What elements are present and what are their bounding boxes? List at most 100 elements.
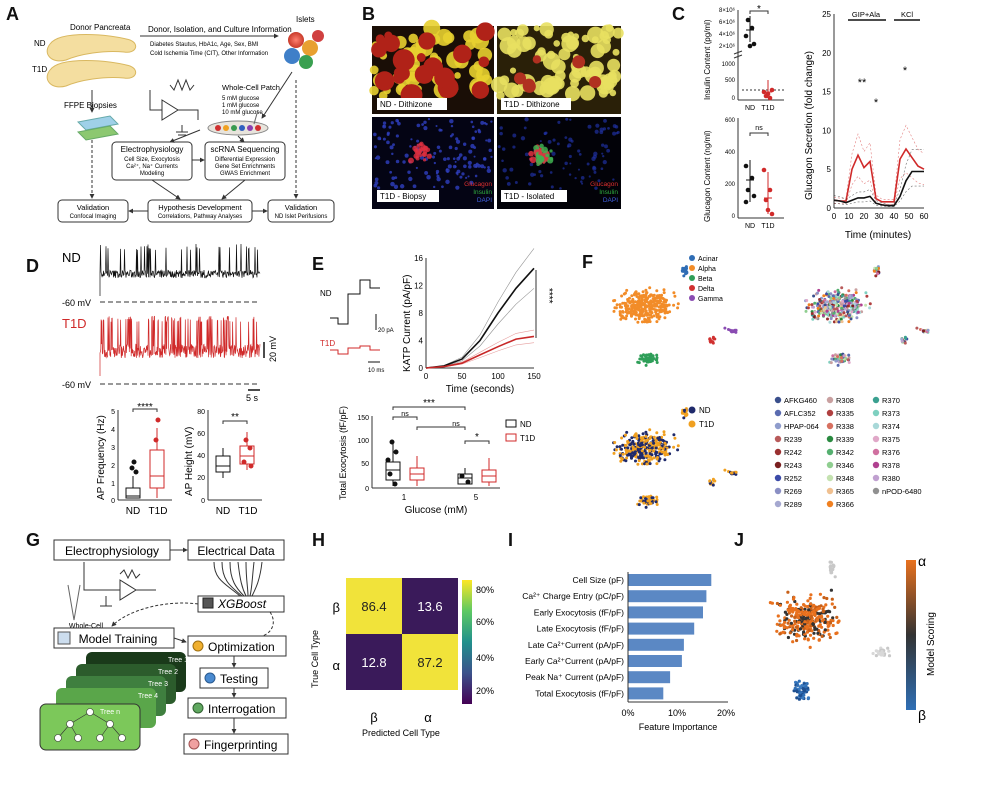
score-umap-point	[829, 571, 833, 575]
dapi-nucleus	[386, 133, 390, 136]
score-umap-point	[820, 634, 824, 639]
scrna-title: scRNA Sequencing	[211, 145, 280, 154]
dapi-nucleus	[547, 139, 552, 144]
umap-point	[829, 361, 833, 365]
e-t1d-label: T1D	[320, 339, 335, 348]
score-umap-point	[791, 610, 795, 614]
dapi-nucleus	[577, 168, 580, 171]
dithizone-islet	[453, 44, 472, 64]
ins-tick-1: 8×10⁶	[719, 7, 736, 14]
umap-point	[840, 320, 844, 324]
donor-info-line-2: Cold Ischemia Time (CIT), Other Informat…	[150, 51, 268, 57]
umap-point	[645, 462, 649, 466]
umap-point	[847, 361, 851, 364]
dapi-nucleus	[395, 134, 399, 138]
panel-i-feature-importance: Cell Size (pF) Ca²⁺ Charge Entry (pC/pF) E…	[522, 572, 735, 732]
dapi-nucleus	[550, 185, 554, 189]
umap-point	[734, 470, 738, 474]
score-umap-point	[803, 637, 807, 641]
umap-point	[644, 300, 648, 303]
panel-letter-a: A	[6, 4, 19, 24]
islet-cell	[539, 143, 544, 149]
umap-point	[823, 303, 827, 307]
dapi-nucleus	[427, 117, 431, 121]
g-optimization-label: Optimization	[208, 640, 275, 654]
umap-point	[639, 294, 643, 298]
umap-point	[652, 449, 655, 453]
glucagon-cell	[419, 141, 424, 146]
umap-point	[680, 411, 684, 415]
feature-bar	[628, 574, 712, 586]
feature-bar	[628, 638, 684, 651]
score-umap-point	[802, 627, 806, 631]
umap-point	[844, 314, 848, 318]
umap-point	[847, 289, 851, 293]
dithizone-cell	[539, 22, 554, 37]
score-umap-point	[803, 607, 807, 611]
dapi-nucleus	[540, 174, 544, 178]
fi-xlabel: Feature Importance	[639, 722, 718, 732]
fi-xtick-10: 10%	[668, 708, 686, 718]
dithizone-cell	[561, 32, 572, 43]
testing-icon	[204, 672, 216, 684]
dapi-nucleus	[468, 149, 473, 154]
cm-row-beta: β	[333, 600, 340, 615]
umap-point	[656, 436, 660, 440]
umap-point	[652, 441, 656, 445]
umap-point	[628, 453, 631, 457]
umap-point	[676, 302, 680, 306]
dapi-nucleus	[432, 185, 436, 189]
freq-tick-1: 1	[111, 481, 115, 488]
umap-point	[639, 354, 643, 358]
dapi-nucleus	[459, 175, 463, 179]
dapi-nucleus	[523, 126, 527, 130]
dithizone-cell	[516, 24, 529, 36]
umap-point	[640, 439, 644, 442]
umap-point	[664, 452, 668, 456]
dapi-nucleus	[574, 176, 577, 180]
validation-2-sub: ND Islet Perifusions	[275, 214, 328, 220]
umap-point	[634, 290, 638, 294]
score-umap-point	[826, 628, 830, 632]
umap-point	[832, 307, 836, 311]
umap-point	[618, 454, 622, 458]
celltype-legend-dot	[689, 255, 695, 261]
mv-label-2: -60 mV	[62, 380, 91, 390]
dithizone-cell	[603, 82, 613, 91]
score-umap-point	[775, 622, 779, 626]
panel-d-action-potentials: ND T1D -60 mV -60 mV 20 mV 5 s AP Freque…	[62, 243, 278, 517]
dapi-nucleus	[512, 133, 517, 138]
umap-point	[621, 301, 625, 305]
dapi-nucleus	[465, 176, 468, 179]
score-umap-point	[881, 652, 885, 657]
trace-t1d-label: T1D	[62, 316, 87, 331]
freq-tick-3: 3	[111, 445, 115, 452]
umap-point	[868, 302, 872, 306]
score-umap-point	[822, 596, 826, 600]
umap-point	[846, 358, 850, 362]
score-umap-point	[797, 620, 801, 624]
tree-n-label: Tree n	[100, 709, 120, 716]
donor-legend-label: R339	[836, 435, 854, 444]
umap-point	[660, 293, 664, 297]
score-umap-point	[829, 588, 834, 592]
umap-point	[851, 304, 855, 308]
panel-letter-c: C	[672, 4, 685, 24]
umap-point	[875, 266, 878, 270]
score-umap-point	[803, 620, 807, 624]
umap-point	[645, 320, 649, 324]
umap-point	[633, 292, 637, 296]
cm-cell-value: 13.6	[417, 599, 442, 614]
score-umap-point	[887, 649, 891, 653]
dapi-nucleus	[390, 181, 395, 187]
score-umap-point	[876, 652, 881, 656]
donor-legend-dot	[872, 461, 880, 469]
score-umap-point	[816, 618, 820, 622]
umap-point	[656, 314, 659, 317]
umap-point	[810, 303, 814, 307]
score-umap-point	[782, 626, 787, 630]
umap-point	[833, 290, 837, 294]
donor-legend: AFKG460 AFLC352 HPAP-064 R239 R242 R243 R252 R2…	[774, 396, 922, 509]
dapi-nucleus	[612, 131, 617, 136]
score-umap-point	[834, 631, 838, 636]
